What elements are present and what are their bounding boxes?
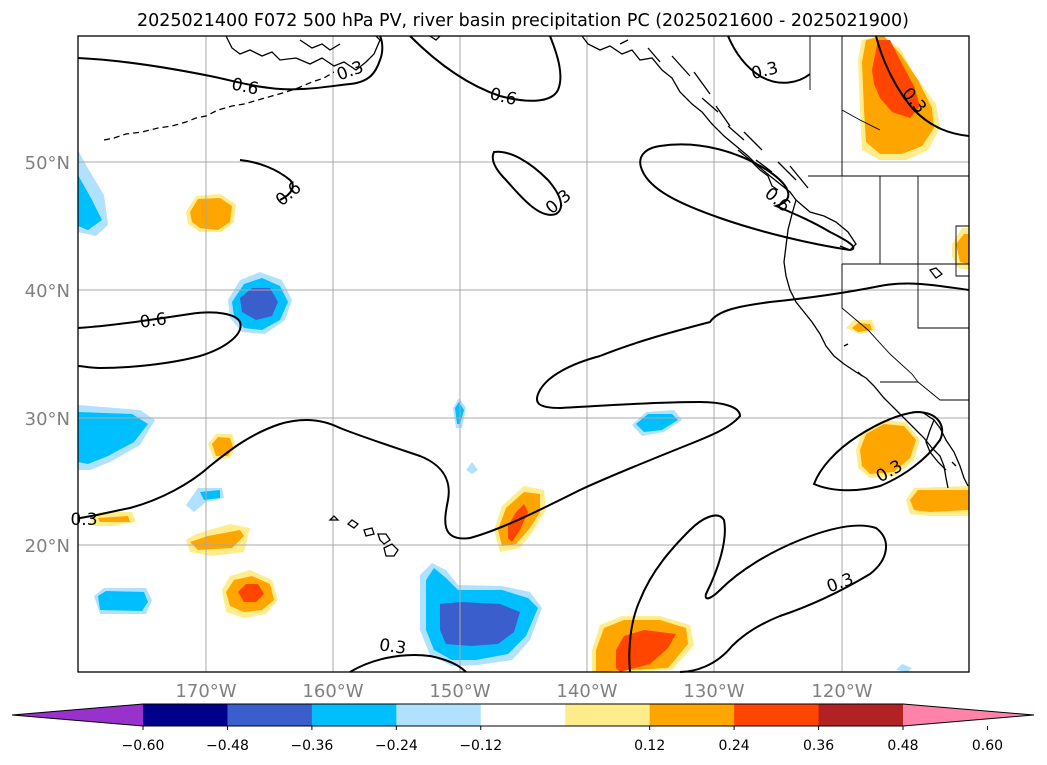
colorbar-tick-label: 0.48	[887, 738, 918, 754]
lon-label: 120°W	[811, 681, 872, 702]
positive-anomaly-22N-176W	[90, 512, 136, 526]
us-mexico-border	[880, 381, 969, 401]
colorbar-ticks: −0.60 −0.48 −0.36 −0.24 −0.12 0.12 0.24 0.36 0.4…	[122, 726, 1003, 754]
pv-contour-0.3-170W	[239, 159, 294, 201]
negative-anomaly-15N-170W	[94, 588, 152, 614]
lat-label: 50°N	[25, 153, 70, 174]
pv-contour-0.6-gulf	[409, 35, 562, 102]
negative-anomaly-small-22N	[186, 488, 224, 512]
positive-anomaly-12N-135W	[592, 616, 694, 672]
lon-label: 170°W	[175, 681, 236, 702]
colorbar-tick-label: 0.24	[719, 738, 750, 754]
map-background	[78, 36, 969, 672]
colorbar-swatch	[311, 704, 397, 726]
colorbar-tick-label: −0.60	[122, 738, 165, 754]
lat-label: 30°N	[25, 409, 70, 430]
pv-contour-0.3-midpac	[491, 150, 563, 216]
colorbar-swatch	[396, 704, 482, 726]
contour-label: 0.3	[378, 635, 408, 659]
panhandle-coast	[581, 35, 797, 215]
negative-anomaly-30N-dateline	[78, 405, 155, 470]
colorbar-tick-label: 0.12	[634, 738, 665, 754]
hawaii	[328, 515, 399, 557]
colorbar-tick-label: 0.60	[972, 738, 1003, 754]
pv-contour-0.3-panhandle	[727, 35, 811, 84]
positive-anomaly-46N-170W	[186, 194, 236, 232]
contour-label: 0.3	[70, 510, 97, 530]
colorbar-extend-low	[12, 704, 143, 726]
lon-label: 140°W	[556, 681, 617, 702]
colorbar: −0.60 −0.48 −0.36 −0.24 −0.12 0.12 0.24 0.36 0.4…	[11, 703, 1035, 754]
gridlines	[78, 36, 969, 672]
negative-anomaly-40N-170W	[228, 272, 292, 334]
map-frame	[77, 35, 970, 673]
alaska-coast	[225, 35, 381, 71]
colorbar-extend-high	[903, 704, 1034, 726]
pv-contours	[77, 35, 970, 673]
us-west-coast	[783, 213, 949, 489]
colorbar-tick-label: −0.24	[375, 738, 418, 754]
colorbar-swatch	[565, 704, 651, 726]
map-panel: 0.6 0.3 0.6 0.3 0.3 0.6 0.3 0.6 0.6 0.3 …	[70, 35, 970, 673]
panhandle-islands	[619, 39, 809, 189]
pv-contour-0.3-coast	[875, 35, 970, 137]
contour-label: 0.6	[139, 309, 169, 333]
aleutian-islands	[103, 71, 335, 141]
figure-title: 2025021400 F072 500 hPa PV, river basin …	[137, 11, 909, 31]
colorbar-swatch	[734, 704, 820, 726]
colorbar-swatch	[227, 704, 313, 726]
pv-contour-0.3-main	[79, 355, 742, 540]
lat-label: 20°N	[25, 536, 70, 557]
negative-anomaly-15N-148W	[420, 563, 542, 666]
positive-anomaly-23N-112W	[906, 486, 969, 516]
lat-label: 40°N	[25, 281, 70, 302]
longitude-labels: 170°W 160°W 150°W 140°W 130°W 120°W	[175, 681, 872, 702]
colorbar-tick-label: 0.36	[803, 738, 834, 754]
pv-contour-0.3-bottom	[349, 653, 467, 673]
colorbar-swatch	[480, 704, 566, 726]
colorbar-swatches	[12, 704, 1034, 726]
ca-nv-border	[841, 264, 919, 383]
positive-anomaly-27N-117W	[856, 420, 920, 478]
pv-contour-0.3-40N	[599, 282, 970, 357]
lon-label: 160°W	[302, 681, 363, 702]
pv-contour-0.3-south	[628, 514, 887, 673]
negative-anomaly-west-edge	[78, 150, 108, 236]
lon-label: 130°W	[683, 681, 744, 702]
pv-contour-0.6-north	[77, 35, 384, 91]
baja-east-coast	[912, 411, 969, 487]
pv-contour-0.6-40N	[77, 311, 242, 370]
pv-contour-0.3-baja	[812, 410, 944, 492]
colorbar-tick-label: −0.48	[206, 738, 249, 754]
colorbar-tick-label: −0.36	[290, 738, 333, 754]
precip-shading	[78, 36, 969, 672]
colorbar-swatch	[649, 704, 735, 726]
positive-anomaly-15N-166W	[222, 570, 278, 618]
lon-label: 150°W	[429, 681, 490, 702]
negative-anomaly-sliver-se	[896, 664, 912, 672]
state-borders	[808, 36, 970, 401]
colorbar-swatch	[818, 704, 904, 726]
colorbar-swatch	[143, 704, 228, 726]
pv-contour-0.6-ridge	[639, 143, 855, 252]
colorbar-tick-label: −0.12	[459, 738, 502, 754]
latitude-labels: 50°N 40°N 30°N 20°N	[25, 153, 70, 557]
colorbar-outline	[11, 703, 1035, 727]
